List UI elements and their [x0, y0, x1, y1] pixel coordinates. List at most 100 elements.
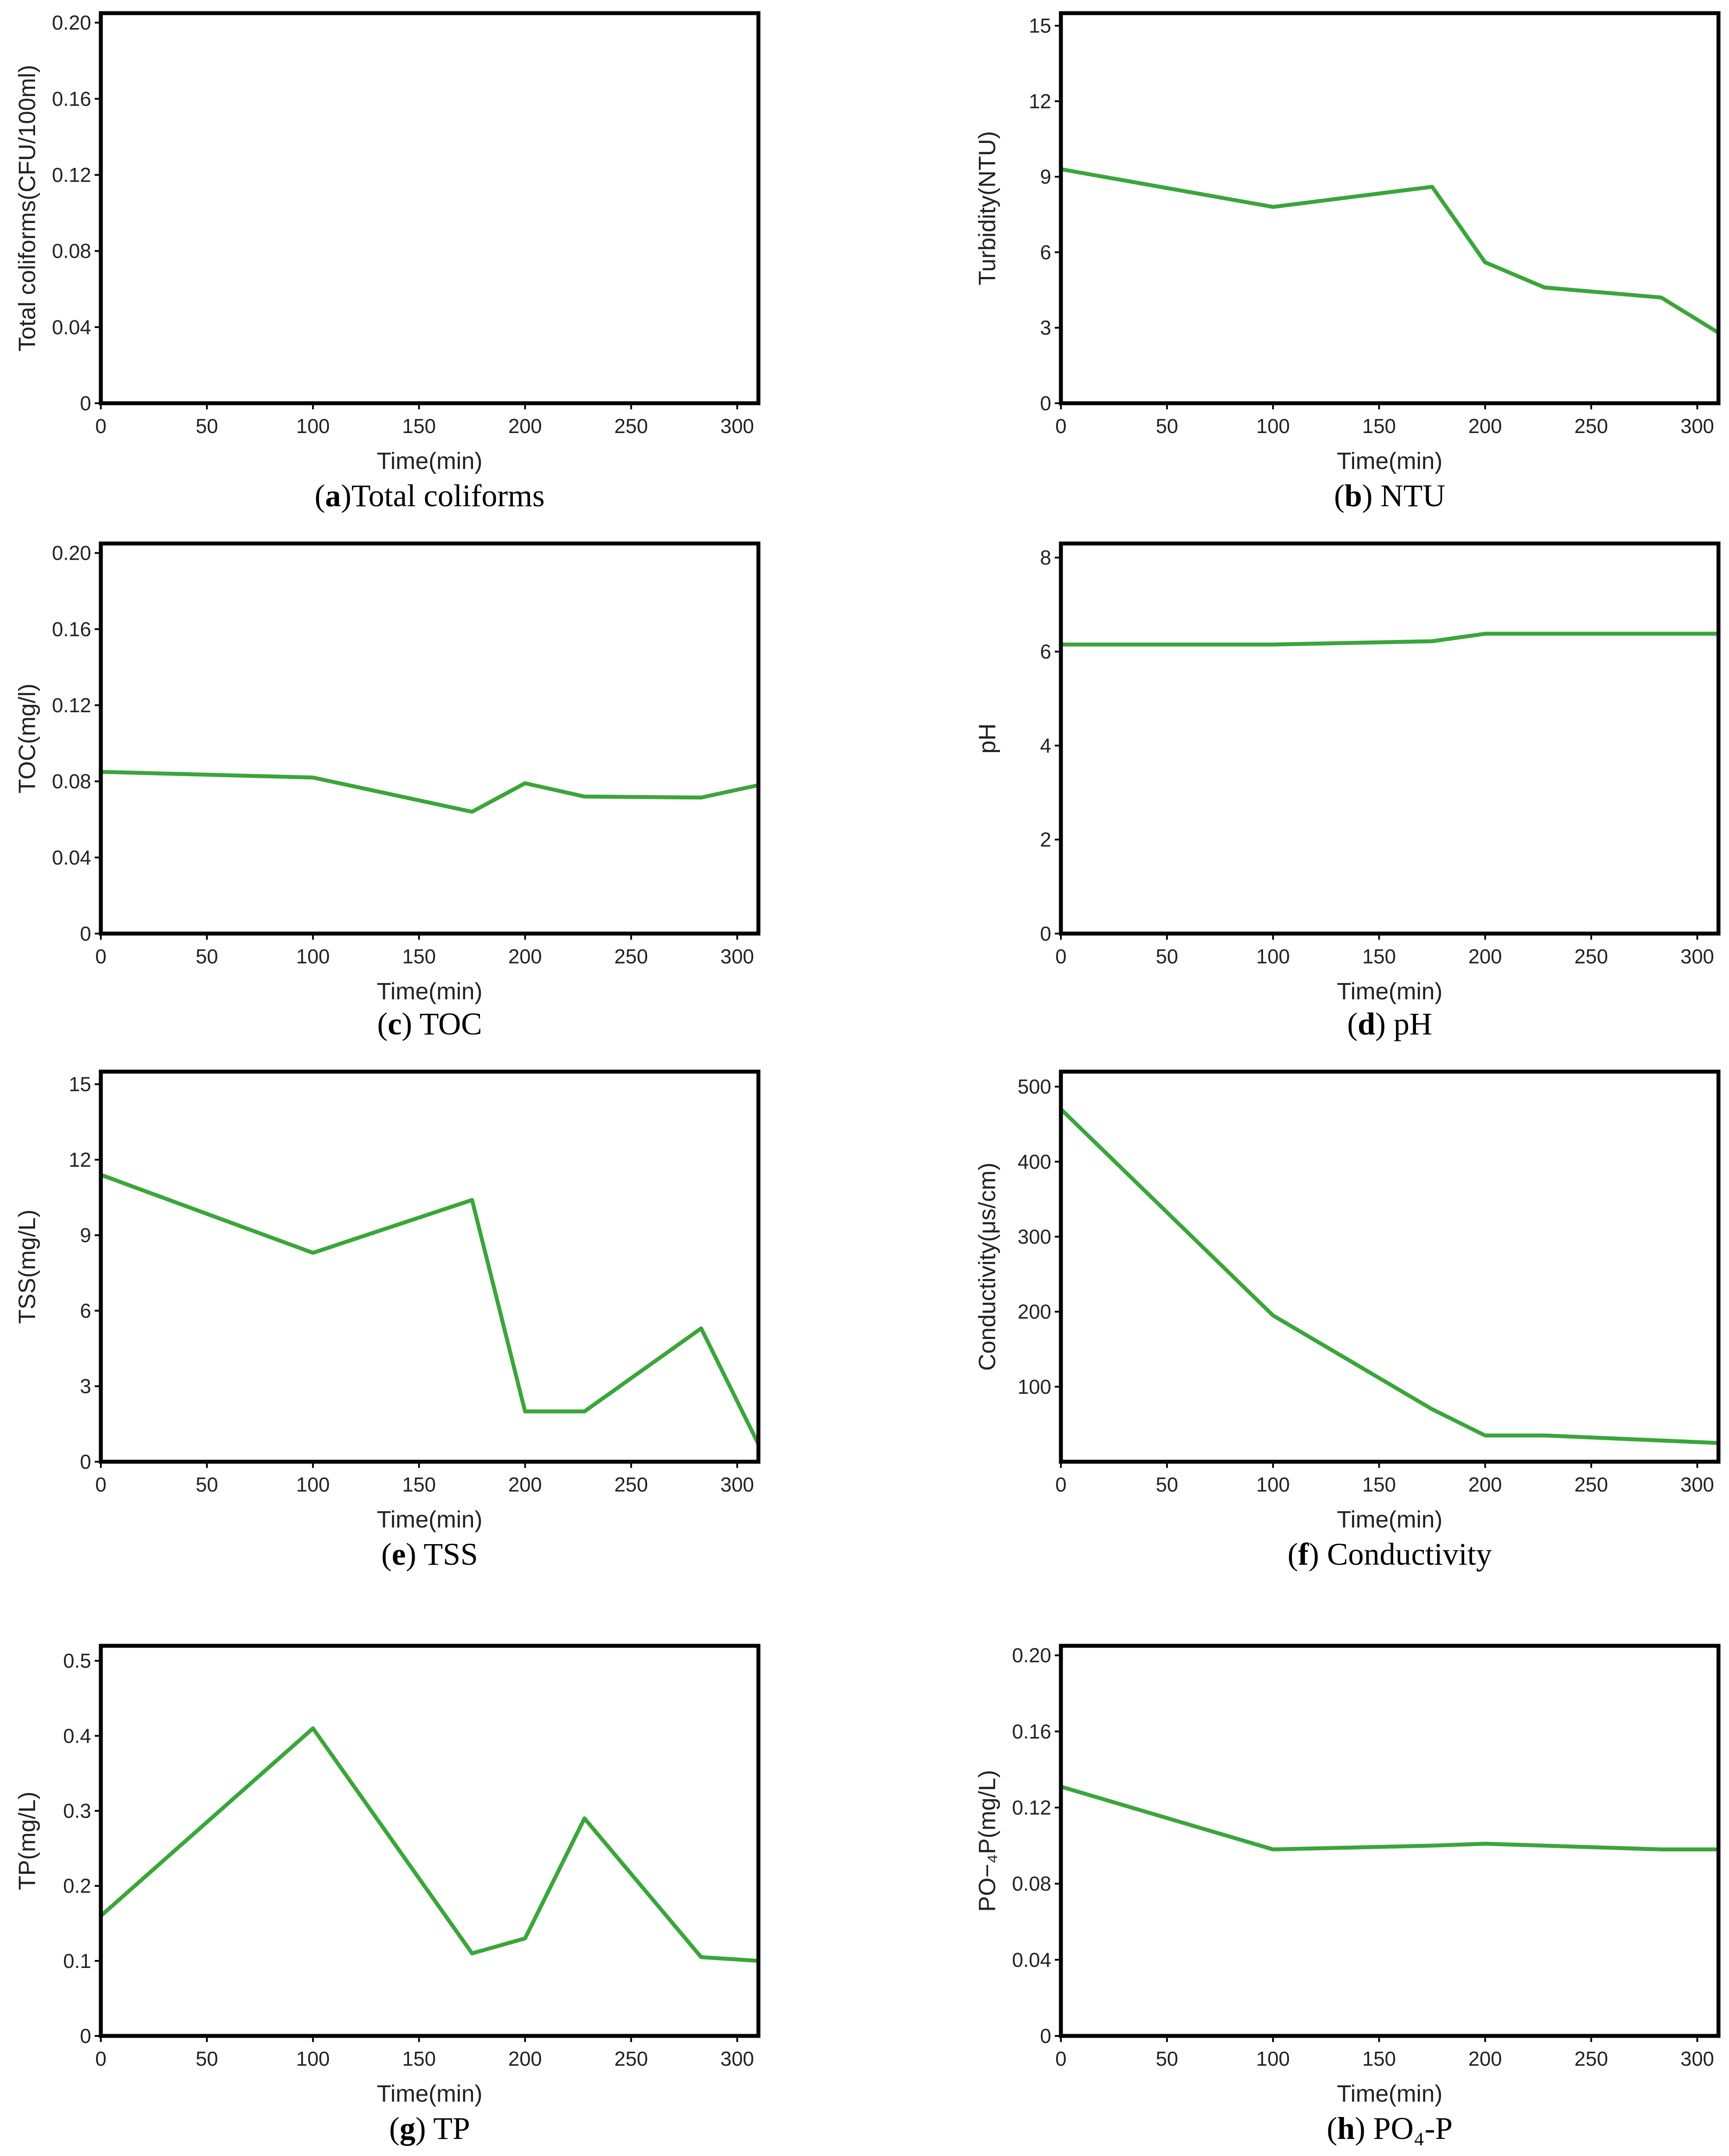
- caption-text: TSS: [416, 1537, 478, 1572]
- data-point: [312, 776, 314, 779]
- y-tick-label: 0.12: [52, 694, 91, 717]
- y-tick-label: 0.20: [52, 11, 91, 34]
- y-tick-label: 0.04: [52, 846, 91, 869]
- data-point: [524, 1410, 527, 1413]
- caption-text: Total coliforms: [352, 478, 545, 513]
- data-point: [1543, 632, 1546, 635]
- y-tick-label: 0.20: [52, 542, 91, 565]
- plot-frame: [1059, 1069, 1721, 1464]
- y-tick-label: 0.16: [1012, 1720, 1051, 1743]
- x-tick-label: 250: [614, 2047, 648, 2070]
- caption-letter: d: [1358, 1006, 1375, 1041]
- data-point: [1272, 1314, 1274, 1317]
- panel-e-tss: 0 50 100 150 200 250 300 0 3 6 9 12 15 Time(min) TSS(m…: [14, 1069, 761, 1572]
- x-tick-label: 50: [1156, 415, 1178, 437]
- x-tick-label: 100: [1256, 2047, 1290, 2070]
- x-tick-label: 300: [720, 415, 754, 437]
- caption-letter: e: [392, 1537, 406, 1572]
- series-line: [100, 1173, 761, 1445]
- y-tick-label: 9: [1040, 165, 1051, 188]
- data-point: [1431, 1408, 1434, 1410]
- panel-b-turbidity: 0 50 100 150 200 250 300 0 3 6 9 12 15 Time(min) Turbi…: [974, 11, 1721, 513]
- data-point: [1431, 640, 1434, 643]
- panel-caption: (b) NTU: [1334, 478, 1445, 513]
- panel-g-tp: 0 50 100 150 200 250 300 0 0.1 0.2 0.3 0.4 0.5 Time(m…: [14, 1644, 761, 2146]
- data-point: [312, 1251, 314, 1254]
- plot-frame: [99, 1644, 761, 2038]
- panel-caption: (d) pH: [1347, 1006, 1432, 1041]
- plot-frame: [99, 1069, 761, 1464]
- x-tick-label: 50: [196, 945, 218, 968]
- y-tick-label: 0.04: [1012, 1948, 1051, 1971]
- panel-caption: (e) TSS: [381, 1537, 478, 1572]
- data-point: [700, 1327, 702, 1330]
- data-point: [471, 810, 473, 813]
- x-tick-label: 250: [1574, 415, 1608, 437]
- x-axis-label: Time(min): [1337, 2081, 1443, 2107]
- data-point: [1484, 1434, 1487, 1437]
- x-tick-label: 150: [1362, 945, 1396, 968]
- data-point: [1660, 632, 1662, 635]
- y-tick-label: 0: [80, 392, 91, 415]
- data-point: [312, 1727, 314, 1730]
- plot-frame: [99, 541, 761, 936]
- x-tick-label: 250: [1574, 945, 1608, 968]
- x-axis-label: Time(min): [1337, 1506, 1443, 1533]
- x-tick-label: 0: [95, 945, 107, 968]
- x-tick-label: 300: [720, 2047, 754, 2070]
- x-tick-label: 150: [1362, 1473, 1396, 1496]
- y-axis-label: Total coliforms(CFU/100ml): [14, 65, 40, 352]
- data-point: [1543, 286, 1546, 289]
- x-tick-label: 300: [1680, 2047, 1714, 2070]
- y-tick-label: 0.16: [52, 618, 91, 640]
- x-tick-label: 100: [296, 1473, 330, 1496]
- y-tick-label: 0: [1040, 2025, 1051, 2047]
- y-tick-label: 200: [1017, 1300, 1051, 1323]
- caption-letter: b: [1345, 478, 1362, 513]
- plot-frame: [1059, 1644, 1721, 2038]
- y-tick-label: 0.1: [63, 1950, 91, 1972]
- x-tick-label: 250: [614, 945, 648, 968]
- x-tick-label: 300: [720, 945, 754, 968]
- x-tick-label: 250: [1574, 1473, 1608, 1496]
- series-line: [1059, 1108, 1719, 1445]
- y-tick-label: 0.12: [52, 163, 91, 186]
- y-tick-label: 0.04: [52, 316, 91, 338]
- data-point: [1543, 1434, 1546, 1437]
- data-point: [1431, 185, 1434, 188]
- x-tick-label: 300: [1680, 1473, 1714, 1496]
- data-point: [524, 782, 527, 785]
- y-tick-label: 300: [1017, 1225, 1051, 1248]
- y-tick-label: 3: [1040, 316, 1051, 339]
- x-tick-label: 0: [95, 415, 107, 437]
- y-tick-label: 0.2: [63, 1875, 91, 1897]
- y-tick-label: 0.4: [63, 1724, 91, 1747]
- x-tick-label: 0: [95, 1473, 107, 1496]
- data-point: [1431, 1844, 1434, 1847]
- caption-text: TP: [426, 2111, 470, 2146]
- x-axis-label: Time(min): [377, 448, 483, 474]
- y-tick-label: 3: [80, 1375, 91, 1398]
- panel-c-toc: 0 50 100 150 200 250 300 0 0.04 0.08 0.12 0.16 0.20 T…: [14, 541, 761, 1041]
- x-tick-label: 100: [296, 2047, 330, 2070]
- x-axis-label: Time(min): [1337, 448, 1443, 474]
- x-tick-label: 150: [402, 1473, 436, 1496]
- panel-caption: (f) Conductivity: [1288, 1537, 1492, 1572]
- x-tick-label: 150: [402, 945, 436, 968]
- y-tick-label: 4: [1040, 734, 1051, 757]
- x-tick-label: 150: [1362, 415, 1396, 437]
- y-axis-label: Turbidity(NTU): [974, 131, 1000, 285]
- y-tick-label: 6: [1040, 241, 1051, 263]
- y-tick-label: 500: [1017, 1075, 1051, 1098]
- x-tick-label: 250: [1574, 2047, 1608, 2070]
- plot-frame: [99, 11, 761, 405]
- x-tick-label: 200: [508, 2047, 542, 2070]
- x-tick-label: 150: [1362, 2047, 1396, 2070]
- x-tick-label: 50: [196, 1473, 218, 1496]
- data-point: [1660, 1848, 1662, 1851]
- y-tick-label: 2: [1040, 828, 1051, 851]
- y-axis-label: pH: [974, 723, 1000, 753]
- x-axis-label: Time(min): [1337, 978, 1443, 1005]
- x-tick-label: 200: [508, 415, 542, 437]
